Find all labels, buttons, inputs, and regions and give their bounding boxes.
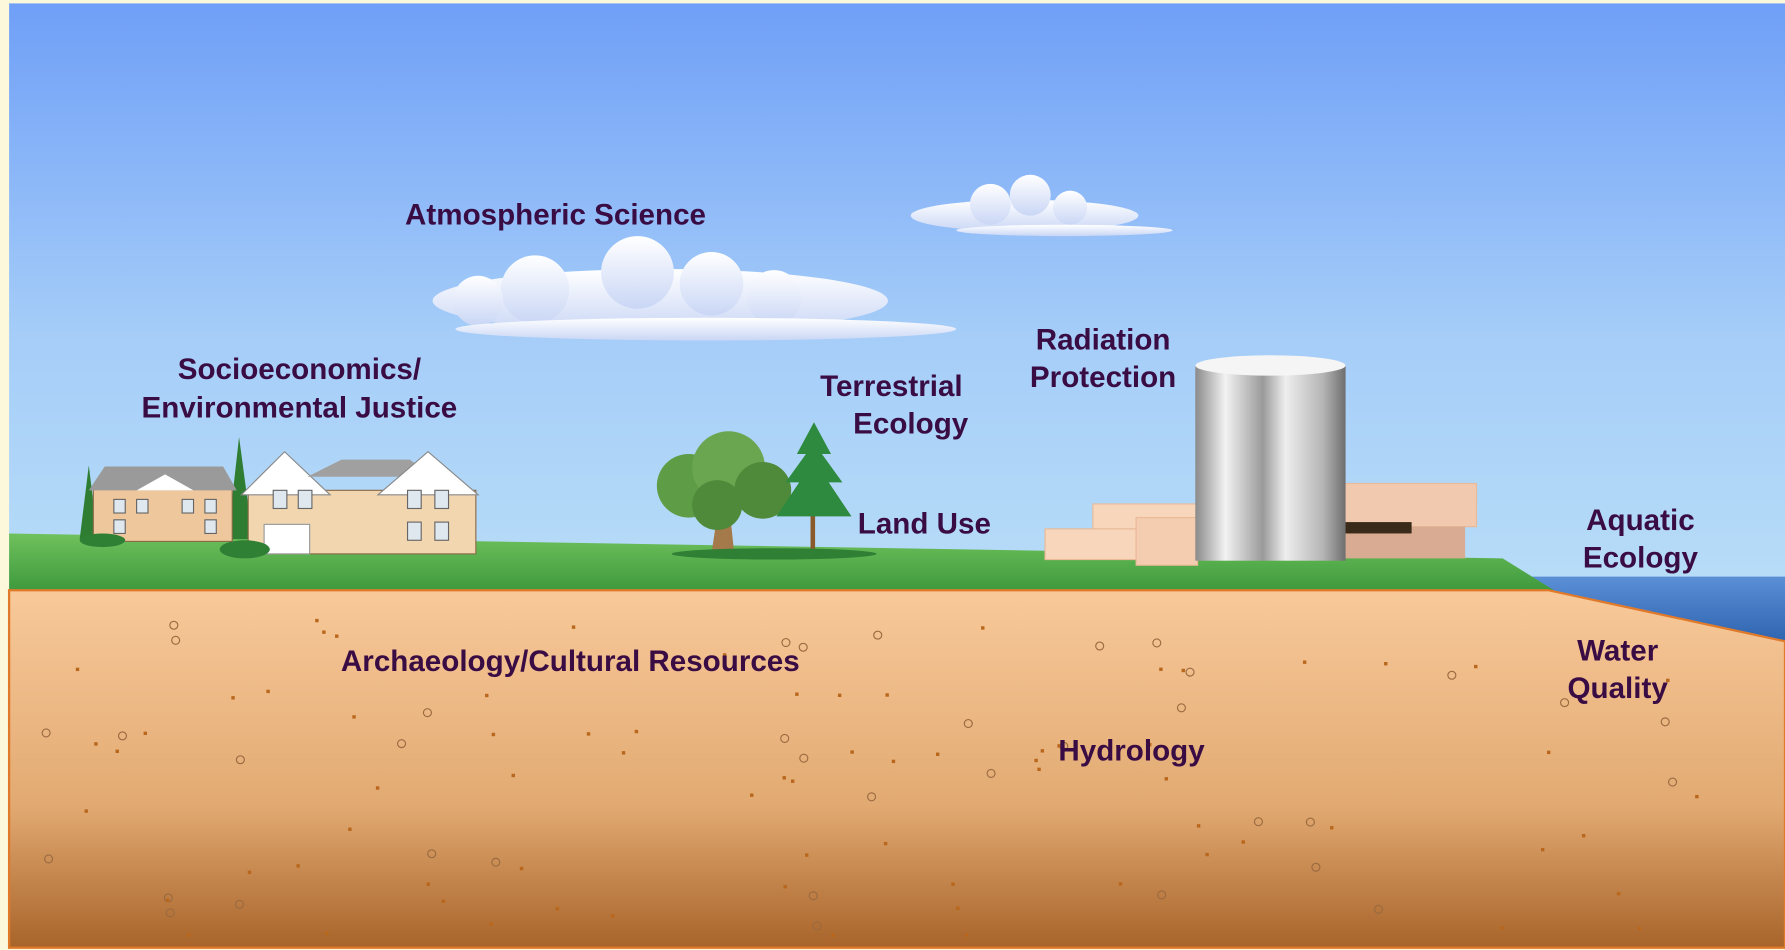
soil-speck: [956, 907, 959, 910]
soil-speck: [892, 760, 895, 763]
soil-speck: [635, 730, 638, 733]
soil-speck: [611, 914, 614, 917]
label-archaeology: Archaeology/Cultural Resources: [341, 645, 800, 678]
soil-speck: [1034, 759, 1037, 762]
soil-speck: [296, 864, 299, 867]
soil-speck: [1182, 669, 1185, 672]
soil-speck: [981, 626, 984, 629]
soil-speck: [1330, 826, 1333, 829]
label-socioeconomics: Socioeconomics/: [178, 353, 421, 386]
soil-speck: [376, 786, 379, 789]
label-atmospheric-science: Atmospheric Science: [405, 199, 706, 232]
soil-speck: [1474, 665, 1477, 668]
soil-speck: [85, 809, 88, 812]
soil-speck: [850, 750, 853, 753]
label-radiation-protection: Protection: [1030, 361, 1176, 394]
label-radiation-protection: Radiation: [1036, 324, 1171, 357]
soil-speck: [587, 732, 590, 735]
label-terrestrial-ecology: Ecology: [853, 408, 969, 441]
label-water-quality: Quality: [1568, 672, 1669, 705]
soil-speck: [1617, 892, 1620, 895]
soil: [9, 590, 1785, 948]
soil-speck: [838, 694, 841, 697]
soil-speck: [1500, 926, 1503, 929]
soil-speck: [791, 780, 794, 783]
scene: Atmospheric Science Socioeconomics/ Envi…: [0, 0, 1785, 950]
soil-speck: [1041, 749, 1044, 752]
soil-speck: [1541, 848, 1544, 851]
soil-speck: [322, 630, 325, 633]
label-hydrology: Hydrology: [1058, 734, 1205, 767]
soil-speck: [1695, 795, 1698, 798]
soil-speck: [885, 693, 888, 696]
soil-speck: [1205, 853, 1208, 856]
soil-speck: [485, 694, 488, 697]
soil-speck: [166, 899, 169, 902]
soil-speck: [1582, 834, 1585, 837]
soil-speck: [144, 732, 147, 735]
soil-speck: [325, 932, 328, 935]
soil-speck: [1547, 751, 1550, 754]
soil-speck: [76, 668, 79, 671]
soil-speck: [1197, 824, 1200, 827]
label-socioeconomics: Environmental Justice: [142, 392, 458, 425]
page: Atmospheric Science Socioeconomics/ Envi…: [0, 0, 1785, 950]
soil-speck: [442, 900, 445, 903]
soil-speck: [1159, 668, 1162, 671]
label-land-use: Land Use: [858, 507, 991, 540]
soil-speck: [512, 774, 515, 777]
soil-speck: [490, 923, 493, 926]
soil-speck: [1242, 840, 1245, 843]
soil-speck: [116, 750, 119, 753]
soil-speck: [1638, 927, 1641, 930]
soil-speck: [1303, 660, 1306, 663]
soil-speck: [750, 793, 753, 796]
soil-speck: [427, 883, 430, 886]
soil-speck: [492, 733, 495, 736]
soil-speck: [936, 753, 939, 756]
soil-speck: [520, 867, 523, 870]
soil-speck: [783, 776, 786, 779]
soil-speck: [187, 933, 190, 936]
soil-speck: [335, 634, 338, 637]
soil-speck: [965, 933, 968, 936]
soil-speck: [1119, 882, 1122, 885]
soil-speck: [352, 715, 355, 718]
soil-speck: [1037, 768, 1040, 771]
soil-speck: [348, 828, 351, 831]
soil-speck: [805, 853, 808, 856]
soil-speck: [784, 885, 787, 888]
soil-speck: [231, 696, 234, 699]
label-aquatic-ecology: Aquatic: [1586, 504, 1695, 537]
soil-speck: [572, 625, 575, 628]
soil-speck: [622, 751, 625, 754]
label-aquatic-ecology: Ecology: [1583, 542, 1699, 575]
soil-speck: [884, 842, 887, 845]
soil-speck: [94, 742, 97, 745]
soil-speck: [831, 933, 834, 936]
soil-speck: [1165, 777, 1168, 780]
label-water-quality: Water: [1577, 635, 1659, 668]
soil-speck: [315, 619, 318, 622]
soil-speck: [266, 690, 269, 693]
soil-speck: [248, 871, 251, 874]
soil-speck: [556, 907, 559, 910]
soil-speck: [795, 692, 798, 695]
soil-speck: [951, 883, 954, 886]
label-terrestrial-ecology: Terrestrial: [820, 370, 963, 403]
soil-speck: [1384, 662, 1387, 665]
